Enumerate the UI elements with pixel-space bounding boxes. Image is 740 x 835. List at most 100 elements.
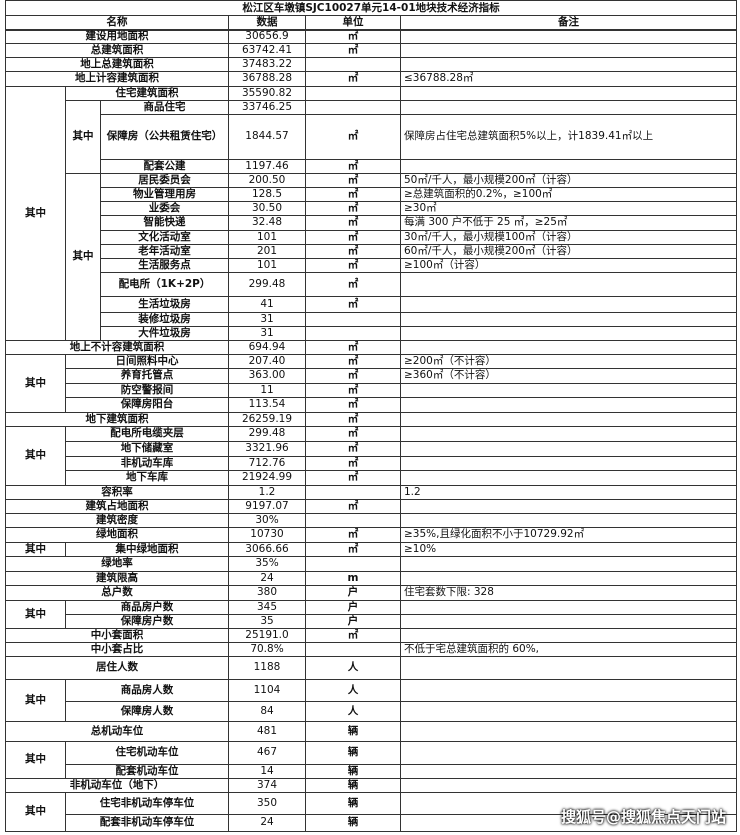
row-unit: ㎡ bbox=[305, 244, 401, 259]
row-unit: ㎡ bbox=[305, 340, 401, 355]
row-name: 保障房（公共租赁住宅） bbox=[100, 114, 229, 160]
row-note bbox=[400, 86, 737, 101]
row-unit: 辆 bbox=[305, 814, 401, 832]
row-unit: ㎡ bbox=[305, 29, 401, 44]
row-note bbox=[400, 29, 737, 44]
row-name: 保障房户数 bbox=[65, 614, 229, 629]
row-name: 配套非机动车停车位 bbox=[65, 814, 229, 832]
row-note bbox=[400, 628, 737, 643]
row-note: ≥200㎡（不计容） bbox=[400, 354, 737, 369]
row-value: 30% bbox=[228, 513, 306, 528]
row-note: 住宅套数下限: 328 bbox=[400, 585, 737, 601]
row-unit: ㎡ bbox=[305, 456, 401, 471]
row-value: 3321.96 bbox=[228, 441, 306, 457]
row-note bbox=[400, 741, 737, 765]
row-name: 住宅建筑面积 bbox=[65, 86, 229, 101]
row-unit: 辆 bbox=[305, 764, 401, 779]
row-note bbox=[400, 456, 737, 471]
row-unit: ㎡ bbox=[305, 542, 401, 557]
row-unit: 人 bbox=[305, 701, 401, 722]
row-note bbox=[400, 296, 737, 313]
row-note bbox=[400, 600, 737, 615]
row-value: 350 bbox=[228, 792, 306, 815]
row-note bbox=[400, 383, 737, 398]
row-note bbox=[400, 470, 737, 486]
row-value: 32.48 bbox=[228, 215, 306, 231]
row-value: 35 bbox=[228, 614, 306, 629]
group-label: 其中 bbox=[65, 100, 101, 174]
row-note bbox=[400, 764, 737, 779]
row-name: 绿地面积 bbox=[5, 527, 229, 543]
row-name: 总建筑面积 bbox=[5, 43, 229, 58]
row-note: 不低于宅总建筑面积的 60%, bbox=[400, 642, 737, 657]
row-value: 481 bbox=[228, 721, 306, 742]
row-name: 集中绿地面积 bbox=[65, 542, 229, 557]
row-value: 207.40 bbox=[228, 354, 306, 369]
row-note bbox=[400, 326, 737, 341]
row-name: 物业管理用房 bbox=[100, 187, 229, 202]
row-note bbox=[400, 679, 737, 702]
row-value: 36788.28 bbox=[228, 71, 306, 87]
row-unit: ㎡ bbox=[305, 628, 401, 643]
row-name: 总机动车位 bbox=[5, 721, 229, 742]
row-note: 每满 300 户不低于 25 ㎡，≥25㎡ bbox=[400, 215, 737, 231]
row-unit: ㎡ bbox=[305, 43, 401, 58]
row-note bbox=[400, 397, 737, 413]
row-unit: ㎡ bbox=[305, 272, 401, 297]
row-unit: 辆 bbox=[305, 792, 401, 815]
row-value: 712.76 bbox=[228, 456, 306, 471]
row-name: 居住人数 bbox=[5, 656, 229, 680]
row-name: 地下建筑面积 bbox=[5, 412, 229, 427]
row-note: ≥30㎡ bbox=[400, 201, 737, 216]
row-value: 30.50 bbox=[228, 201, 306, 216]
group-label: 其中 bbox=[5, 600, 66, 629]
row-note: ≥10% bbox=[400, 542, 737, 557]
row-unit bbox=[305, 485, 401, 500]
row-unit bbox=[305, 642, 401, 657]
row-note bbox=[400, 100, 737, 115]
row-unit bbox=[305, 513, 401, 528]
row-value: 374 bbox=[228, 778, 306, 793]
row-note: ≥总建筑面积的0.2%，≥100㎡ bbox=[400, 187, 737, 202]
row-name: 日间照料中心 bbox=[65, 354, 229, 369]
row-note bbox=[400, 272, 737, 297]
row-value: 345 bbox=[228, 600, 306, 615]
row-unit: 辆 bbox=[305, 721, 401, 742]
row-note bbox=[400, 441, 737, 457]
row-value: 24 bbox=[228, 814, 306, 832]
row-name: 养育托管点 bbox=[65, 368, 229, 384]
row-value: 33746.25 bbox=[228, 100, 306, 115]
row-value: 363.00 bbox=[228, 368, 306, 384]
row-value: 35590.82 bbox=[228, 86, 306, 101]
row-name: 建筑密度 bbox=[5, 513, 229, 528]
row-unit: ㎡ bbox=[305, 230, 401, 245]
row-unit: ㎡ bbox=[305, 114, 401, 160]
row-name: 商品住宅 bbox=[100, 100, 229, 115]
row-value: 9197.07 bbox=[228, 499, 306, 514]
group-label: 其中 bbox=[5, 426, 66, 486]
group-label: 其中 bbox=[5, 792, 66, 832]
row-unit: ㎡ bbox=[305, 368, 401, 384]
row-name: 总户数 bbox=[5, 585, 229, 601]
row-name: 文化活动室 bbox=[100, 230, 229, 245]
row-value: 41 bbox=[228, 296, 306, 313]
row-value: 1197.46 bbox=[228, 159, 306, 174]
row-value: 14 bbox=[228, 764, 306, 779]
row-value: 113.54 bbox=[228, 397, 306, 413]
row-name: 大件垃圾房 bbox=[100, 326, 229, 341]
watermark: 搜狐号@搜狐焦点天门站 bbox=[560, 808, 726, 826]
row-note bbox=[400, 513, 737, 528]
row-value: 299.48 bbox=[228, 426, 306, 442]
row-unit: ㎡ bbox=[305, 383, 401, 398]
group-label: 其中 bbox=[5, 86, 66, 341]
row-unit: 户 bbox=[305, 585, 401, 601]
row-name: 地下车库 bbox=[65, 470, 229, 486]
row-note bbox=[400, 721, 737, 742]
row-name: 容积率 bbox=[5, 485, 229, 500]
row-value: 11 bbox=[228, 383, 306, 398]
row-name: 居民委员会 bbox=[100, 173, 229, 188]
row-note bbox=[400, 701, 737, 722]
row-name: 生活垃圾房 bbox=[100, 296, 229, 313]
row-name: 建筑限高 bbox=[5, 571, 229, 586]
